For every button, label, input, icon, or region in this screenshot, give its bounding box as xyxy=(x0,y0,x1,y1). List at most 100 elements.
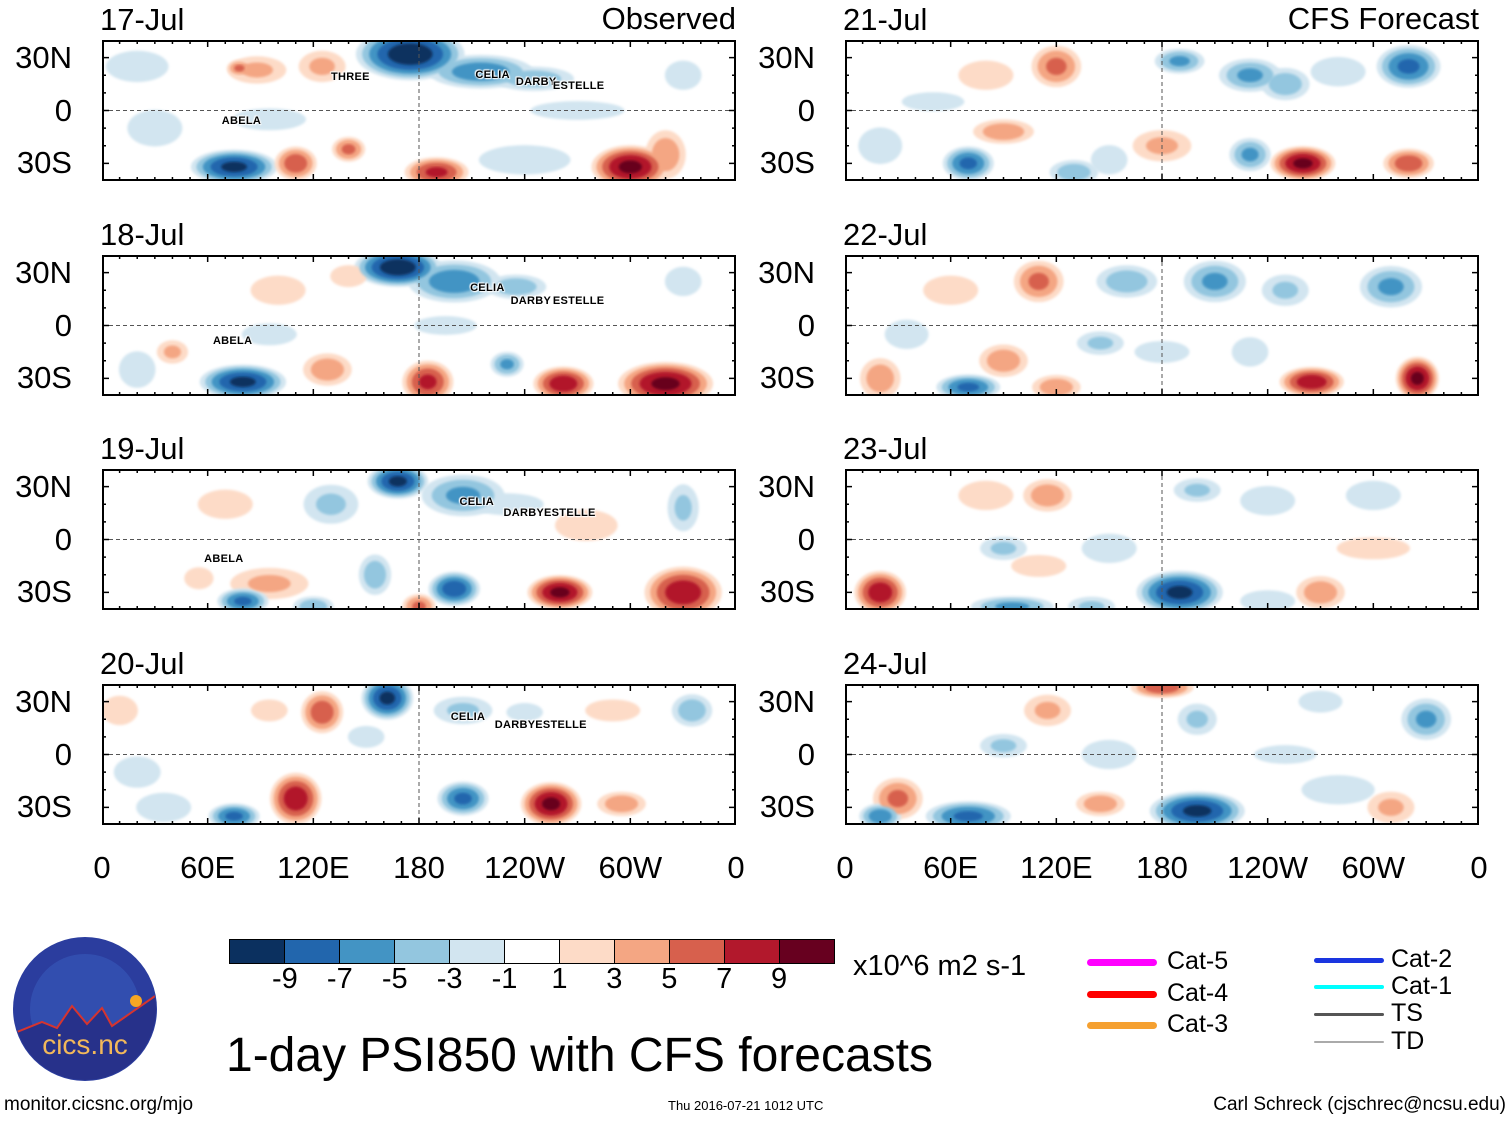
panel-date: 21-Jul xyxy=(843,2,928,37)
anomaly-contour xyxy=(664,266,702,297)
anomaly-contour xyxy=(184,567,214,590)
anomaly-contour xyxy=(1231,337,1269,367)
anomaly-contour xyxy=(1186,710,1208,728)
anomaly-contour xyxy=(1378,798,1404,816)
anomaly-contour xyxy=(250,699,288,722)
colorbar-swatch xyxy=(559,940,614,963)
legend-label: Cat-3 xyxy=(1167,1010,1229,1038)
anomaly-contour xyxy=(674,494,692,521)
colorbar xyxy=(229,939,835,964)
anomaly-contour xyxy=(1028,272,1049,290)
anomaly-contour xyxy=(310,700,334,724)
colorbar-swatch xyxy=(339,940,394,963)
anomaly-contour xyxy=(309,57,335,75)
anomaly-contour xyxy=(957,382,980,392)
colorbar-swatch xyxy=(779,940,834,963)
lon-label: 0 xyxy=(1470,850,1488,885)
storm-label: DARBY xyxy=(503,507,545,520)
lat-label: 30S xyxy=(16,789,72,825)
anomaly-contour xyxy=(1081,533,1137,563)
anomaly-contour xyxy=(1046,57,1067,75)
lat-label: 30S xyxy=(16,574,72,610)
lat-label: 0 xyxy=(797,92,815,128)
anomaly-contour xyxy=(221,161,247,173)
legend-label: TS xyxy=(1391,999,1423,1027)
panel-date: 24-Jul xyxy=(843,646,928,681)
colorbar-tick-label: -5 xyxy=(381,963,408,995)
anomaly-contour xyxy=(451,62,510,81)
lat-label: 0 xyxy=(54,307,72,343)
legend-label: TD xyxy=(1391,1027,1425,1055)
anomaly-contour xyxy=(225,811,243,821)
anomaly-contour xyxy=(136,792,192,823)
panel-date: 19-Jul xyxy=(100,431,185,466)
lon-label: 0 xyxy=(93,850,111,885)
lon-label: 0 xyxy=(727,850,745,885)
lon-label: 60W xyxy=(598,850,663,885)
colorbar-swatch xyxy=(669,940,724,963)
panel-frame xyxy=(102,469,736,610)
colorbar-tick-label: 7 xyxy=(716,963,733,995)
storm-label: ESTELLE xyxy=(535,718,587,731)
colorbar-swatch xyxy=(504,940,559,963)
anomaly-contour xyxy=(651,137,680,172)
lat-label: 0 xyxy=(797,521,815,557)
map-panel-20-Jul: CELIA DARBY ESTELLE xyxy=(102,684,736,825)
lat-label: 30S xyxy=(16,145,72,181)
anomaly-contour xyxy=(454,792,472,805)
legend-line-td xyxy=(1314,1041,1384,1043)
panel-frame xyxy=(102,684,736,825)
anomaly-contour xyxy=(118,351,156,388)
lat-label: 30S xyxy=(759,145,815,181)
site-url[interactable]: monitor.cicsnc.org/mjo xyxy=(4,1094,194,1115)
anomaly-contour xyxy=(1254,745,1317,764)
anomaly-contour xyxy=(232,108,306,131)
map-panel-17-Jul: THREE CELIA DARBY ESTELLE ABELA xyxy=(102,40,736,181)
panel-date: 22-Jul xyxy=(843,217,928,252)
anomaly-contour xyxy=(1039,378,1073,396)
anomaly-contour xyxy=(1310,57,1366,87)
anomaly-contour xyxy=(428,269,480,293)
anomaly-contour xyxy=(1410,371,1424,385)
anomaly-contour xyxy=(678,699,706,722)
anomaly-contour xyxy=(1237,68,1263,83)
anomaly-contour xyxy=(585,699,641,722)
anomaly-contour xyxy=(163,345,181,359)
lat-label: 0 xyxy=(54,736,72,772)
colorbar-tick-label: -1 xyxy=(491,963,518,995)
panel-date: 18-Jul xyxy=(100,217,185,252)
colorbar-tick-label: 5 xyxy=(661,963,678,995)
panel-frame xyxy=(845,255,1479,396)
anomaly-contour xyxy=(442,580,467,597)
storm-label: THREE xyxy=(330,71,370,83)
colorbar-swatch xyxy=(724,940,779,963)
logo-text: cics.nc xyxy=(42,1029,128,1060)
anomaly-contour xyxy=(1268,72,1302,96)
anomaly-contour xyxy=(379,259,416,276)
anomaly-contour xyxy=(500,359,514,370)
map-panel-21-Jul xyxy=(845,40,1479,181)
anomaly-contour xyxy=(884,319,929,349)
anomaly-contour xyxy=(229,376,256,388)
anomaly-contour xyxy=(234,64,245,72)
anomaly-contour xyxy=(1303,581,1338,604)
lat-label: 30S xyxy=(16,360,72,396)
legend-label: Cat-5 xyxy=(1167,947,1229,975)
anomaly-contour xyxy=(858,127,903,165)
lat-label: 30S xyxy=(759,360,815,396)
lat-label: 30S xyxy=(759,789,815,825)
legend-label: Cat-2 xyxy=(1391,945,1453,973)
anomaly-contour xyxy=(1394,155,1423,172)
panel-date: 20-Jul xyxy=(100,646,185,681)
anomaly-contour xyxy=(1345,480,1401,511)
lon-label: 60E xyxy=(180,850,236,885)
anomaly-contour xyxy=(887,790,909,808)
legend-line-ts xyxy=(1314,1012,1384,1016)
anomaly-contour xyxy=(1240,486,1296,516)
anomaly-contour xyxy=(284,154,308,173)
anomaly-contour xyxy=(1183,805,1212,817)
anomaly-contour xyxy=(379,691,396,705)
anomaly-contour xyxy=(665,580,702,605)
anomaly-contour xyxy=(604,795,639,813)
anomaly-contour xyxy=(1011,554,1067,577)
